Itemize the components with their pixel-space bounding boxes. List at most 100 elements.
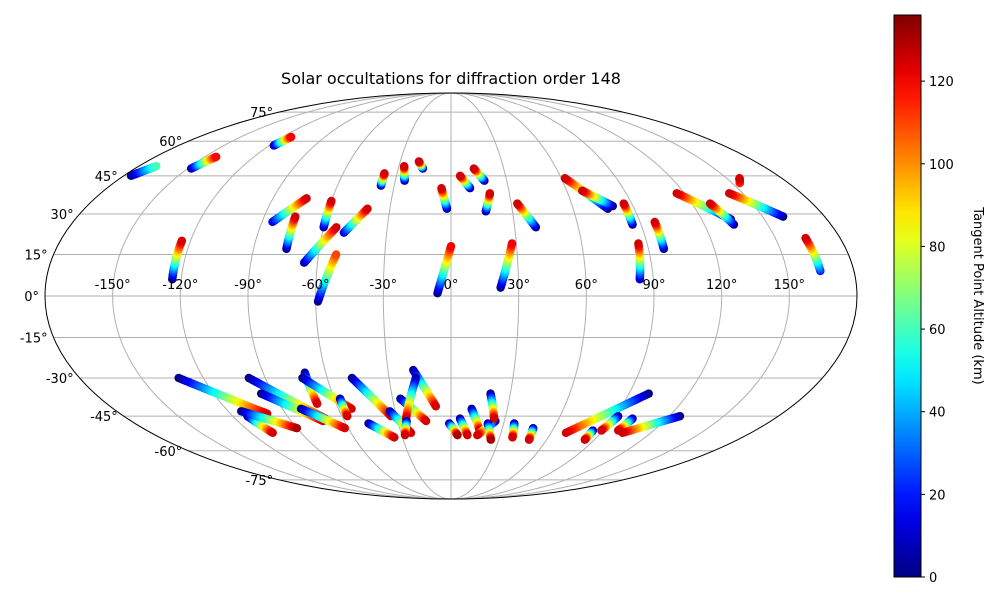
track-point [313,399,322,408]
track-point [286,132,296,142]
occultation-track [735,174,744,188]
track-point [618,428,627,438]
lon-tick-label: 90° [642,278,665,293]
occultation-track [313,250,341,306]
colorbar-tick-label: 20 [929,488,946,503]
occultation-track [481,189,495,216]
track-point [332,250,341,259]
lat-tick-label: 15° [25,248,48,263]
track-point [524,435,534,444]
occultation-track [634,239,645,284]
track-point [508,433,517,442]
track-point [463,430,472,440]
track-point [363,204,372,213]
track-point [400,430,410,440]
occultation-track [513,199,541,232]
track-point [619,199,628,208]
lon-tick-label: 0° [444,278,459,293]
colorbar-tick-label: 120 [929,75,954,90]
occultation-track [650,217,669,254]
track-point [380,169,389,178]
colorbar-tick-label: 60 [929,323,946,338]
track-point [560,174,570,183]
occultation-track [455,171,475,193]
lon-tick-label: -60° [302,278,330,293]
lat-tick-label: -75° [245,474,273,489]
track-point [453,430,462,440]
occultation-track [801,233,825,276]
lat-tick-label: 60° [159,135,182,150]
grid-meridian [450,92,655,500]
occultation-track [414,157,428,173]
occultation-track [705,199,739,229]
lon-tick-label: 120° [706,278,737,293]
occultation-track [268,194,311,227]
lon-tick-label: -30° [369,278,397,293]
lat-tick-label: 75° [250,106,273,121]
colorbar-tick-label: 80 [929,240,946,255]
occultation-track [339,204,372,237]
track-point [414,157,424,166]
occultation-track [376,169,389,190]
lat-tick-label: 30° [51,208,74,223]
grid-meridian [247,92,452,500]
occultation-track [399,161,409,185]
grid-meridian [450,92,790,500]
lat-tick-label: -60° [155,445,183,460]
track-point [431,402,441,411]
lon-tick-label: -90° [234,278,262,293]
track-point [513,199,522,208]
track-point [211,152,221,162]
track-point [399,161,409,171]
track-point [455,171,465,181]
grid-meridian [112,92,452,500]
grid-meridian [450,92,723,500]
track-point [473,430,482,440]
occultation-tracks [126,132,825,444]
occultation-track [174,373,272,418]
occultation-track [319,196,336,232]
lat-tick-label: -15° [20,332,48,347]
occultation-track [619,199,637,229]
track-point [390,433,399,442]
colorbar: 0 20 40 60 80 100 120 Tangent Point Altitude (k… [893,14,985,586]
track-point [724,189,734,198]
occultation-track [524,423,538,444]
occultation-track [469,164,489,185]
occultation-track [577,186,617,211]
grid-meridian [450,92,587,500]
lon-tick-label: 60° [575,278,598,293]
colorbar-label: Tangent Point Altitude (km) [970,206,985,384]
occultation-track [126,161,161,181]
track-point [292,423,302,433]
lon-tick-label: 30° [507,278,530,293]
track-point [340,423,350,433]
track-point [302,194,311,203]
occultation-track [437,184,452,213]
track-point [327,196,336,206]
track-point [485,189,495,198]
occultation-track [433,242,456,298]
track-point [177,236,187,245]
chart-title: Solar occultations for diffraction order… [281,69,621,88]
colorbar-tick-label: 0 [929,571,937,586]
occultation-track [496,239,517,292]
track-point [268,428,277,438]
track-point [332,223,341,232]
lat-tick-label: 45° [95,170,118,185]
track-point [634,239,643,248]
lat-tick-label: -45° [90,410,118,425]
colorbar-tick-label: 100 [929,158,954,173]
track-point [650,217,659,227]
colorbar-gradient [893,14,922,578]
grid-meridian [382,92,452,500]
occultation-track [186,152,221,173]
track-point [597,426,606,435]
track-point [705,199,715,208]
track-point [152,161,161,171]
track-point [446,242,456,251]
track-point [291,212,300,221]
track-point [437,184,446,193]
track-point [507,239,517,248]
